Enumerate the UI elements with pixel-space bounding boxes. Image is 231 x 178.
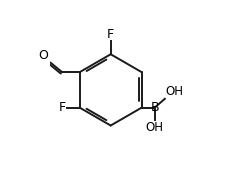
Text: F: F — [107, 28, 114, 41]
Text: F: F — [59, 101, 66, 114]
Text: B: B — [150, 101, 159, 114]
Text: OH: OH — [165, 85, 183, 98]
Text: OH: OH — [145, 121, 163, 134]
Text: O: O — [38, 49, 48, 62]
